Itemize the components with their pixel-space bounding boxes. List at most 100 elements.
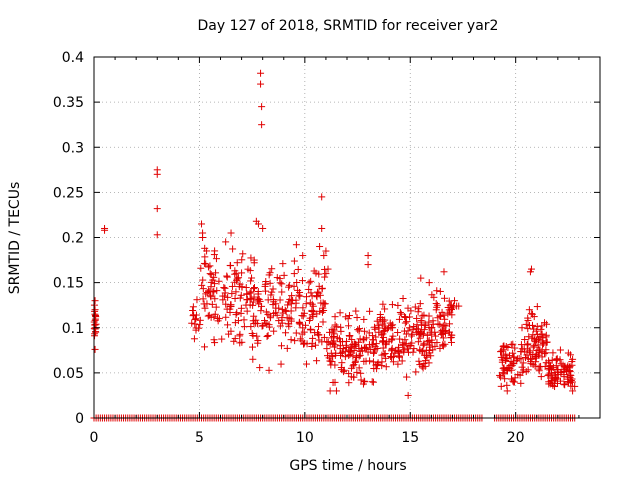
data-point bbox=[381, 327, 389, 335]
data-point bbox=[379, 300, 387, 308]
data-point bbox=[382, 363, 390, 371]
data-point bbox=[397, 310, 405, 318]
data-point bbox=[258, 322, 266, 330]
data-point bbox=[526, 268, 534, 276]
data-point bbox=[207, 313, 215, 321]
data-point bbox=[388, 344, 396, 352]
y-tick-label: 0.25 bbox=[53, 185, 84, 201]
data-point bbox=[499, 369, 507, 377]
data-point bbox=[510, 378, 518, 386]
data-point bbox=[533, 322, 541, 330]
data-point bbox=[399, 294, 407, 302]
data-point bbox=[534, 351, 542, 359]
data-point bbox=[227, 303, 235, 311]
data-point bbox=[547, 372, 555, 380]
data-point bbox=[365, 341, 373, 349]
data-point bbox=[199, 276, 207, 284]
data-point bbox=[407, 332, 415, 340]
y-tick-label: 0.15 bbox=[53, 276, 84, 292]
data-point bbox=[510, 353, 518, 361]
data-point bbox=[249, 298, 257, 306]
x-tick-label: 5 bbox=[195, 430, 204, 446]
data-point bbox=[527, 310, 535, 318]
data-point bbox=[366, 357, 374, 365]
data-point bbox=[413, 314, 421, 322]
data-point bbox=[401, 319, 409, 327]
data-point bbox=[345, 322, 353, 330]
data-point bbox=[568, 361, 576, 369]
data-point bbox=[431, 342, 439, 350]
data-point bbox=[200, 259, 208, 267]
data-point bbox=[569, 355, 577, 363]
data-point bbox=[423, 353, 431, 361]
data-point bbox=[361, 378, 369, 386]
data-point bbox=[448, 311, 456, 319]
data-point bbox=[212, 269, 220, 277]
data-point bbox=[419, 364, 427, 372]
data-point bbox=[496, 373, 504, 381]
y-axis-label: SRMTID / TECUs bbox=[7, 182, 23, 295]
data-point bbox=[561, 381, 569, 389]
data-point bbox=[529, 310, 537, 318]
data-point bbox=[497, 382, 505, 390]
data-point bbox=[246, 267, 254, 275]
data-point bbox=[253, 332, 261, 340]
data-point bbox=[269, 285, 277, 293]
data-point bbox=[425, 312, 433, 320]
data-point bbox=[560, 367, 568, 375]
data-point bbox=[352, 307, 360, 315]
data-point bbox=[436, 287, 444, 295]
data-point bbox=[233, 259, 241, 267]
data-point bbox=[302, 300, 310, 308]
data-point bbox=[380, 350, 388, 358]
data-point bbox=[394, 347, 402, 355]
data-point bbox=[514, 371, 522, 379]
data-point bbox=[442, 322, 450, 330]
data-point bbox=[91, 330, 99, 338]
data-point bbox=[504, 344, 512, 352]
data-point bbox=[210, 273, 218, 281]
data-point bbox=[395, 315, 403, 323]
data-point bbox=[215, 277, 223, 285]
data-point bbox=[282, 329, 290, 337]
data-point bbox=[336, 309, 344, 317]
data-point bbox=[369, 378, 377, 386]
data-point bbox=[418, 312, 426, 320]
x-tick-label: 20 bbox=[507, 430, 525, 446]
x-tick-labels: 0 5 10 15 20 bbox=[90, 430, 525, 446]
data-point bbox=[415, 305, 423, 313]
data-point bbox=[291, 337, 299, 345]
data-point bbox=[428, 330, 436, 338]
data-point bbox=[188, 319, 196, 327]
data-point bbox=[303, 293, 311, 301]
data-point bbox=[285, 322, 293, 330]
data-point bbox=[349, 362, 357, 370]
data-point bbox=[356, 347, 364, 355]
data-point bbox=[357, 369, 365, 377]
data-point bbox=[261, 282, 269, 290]
data-point bbox=[326, 328, 334, 336]
data-point bbox=[153, 205, 161, 213]
data-point bbox=[388, 354, 396, 362]
data-point bbox=[283, 344, 291, 352]
data-point bbox=[518, 363, 526, 371]
data-point bbox=[222, 313, 230, 321]
data-point bbox=[313, 288, 321, 296]
data-point bbox=[288, 292, 296, 300]
data-point bbox=[293, 279, 301, 287]
data-point bbox=[294, 265, 302, 273]
data-point bbox=[270, 327, 278, 335]
data-point bbox=[238, 256, 246, 264]
data-point bbox=[268, 288, 276, 296]
data-point bbox=[396, 353, 404, 361]
data-point bbox=[321, 300, 329, 308]
data-point bbox=[378, 358, 386, 366]
data-point bbox=[431, 328, 439, 336]
data-point bbox=[279, 260, 287, 268]
data-point bbox=[254, 296, 262, 304]
data-point bbox=[379, 333, 387, 341]
data-point bbox=[447, 338, 455, 346]
data-point bbox=[290, 282, 298, 290]
data-point bbox=[284, 301, 292, 309]
data-point bbox=[553, 375, 561, 383]
